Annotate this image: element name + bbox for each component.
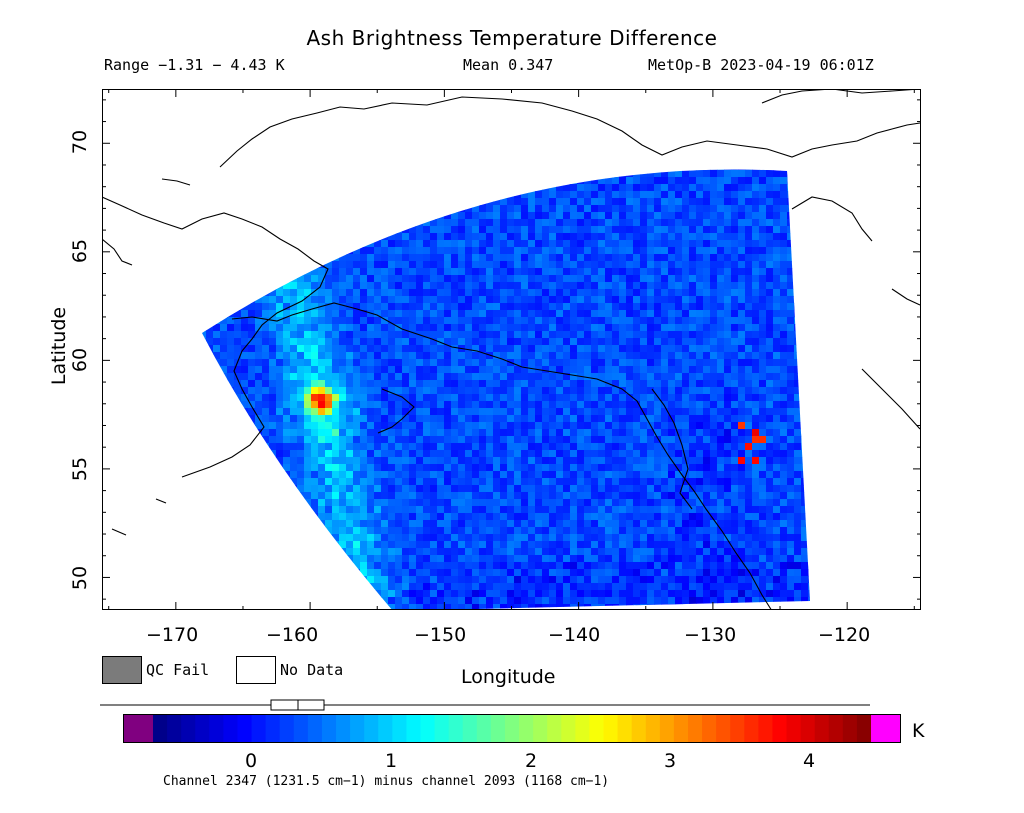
colorbar-cell <box>702 714 717 743</box>
colorbar-cell <box>434 714 450 743</box>
colorbar-cell <box>744 714 759 743</box>
colorbar-tick: 0 <box>245 750 258 772</box>
qc-fail-label: QC Fail <box>146 661 210 679</box>
colorbar-cell <box>307 714 323 743</box>
colorbar-cell <box>673 714 689 743</box>
colorbar-cell <box>448 714 464 743</box>
colorbar-cell <box>533 714 548 743</box>
no-data-label: No Data <box>280 661 344 679</box>
colorbar-cell <box>786 714 802 743</box>
mean-text: Mean 0.347 <box>463 56 554 74</box>
colorbar-cell <box>167 714 182 743</box>
y-axis-label: Latitude <box>48 306 71 386</box>
colorbar-cell <box>364 714 379 743</box>
colorbar-cell <box>772 714 788 743</box>
colorbar-cell <box>814 714 830 743</box>
colorbar-cell <box>462 714 478 743</box>
x-tick-label: −150 <box>414 624 467 646</box>
colorbar-cell <box>406 714 422 743</box>
colorbar-cell <box>856 714 872 743</box>
x-axis-label: Longitude <box>461 666 556 688</box>
colorbar-cell <box>265 714 281 743</box>
colorbar-cell <box>561 714 576 743</box>
colorbar-cell <box>378 714 393 743</box>
colorbar-cell <box>617 714 633 743</box>
colorbar-cell <box>645 714 661 743</box>
colorbar-cell <box>209 714 224 743</box>
colorbar-cell <box>828 714 844 743</box>
colorbar-cell <box>237 714 253 743</box>
colorbar-cell <box>589 714 605 743</box>
y-tick-label: 55 <box>69 456 92 482</box>
colorbar-cell <box>350 714 365 743</box>
x-tick-label: −120 <box>818 624 871 646</box>
x-tick-label: −130 <box>684 624 737 646</box>
colorbar-cell <box>181 714 196 743</box>
colorbar-unit: K <box>912 720 925 742</box>
colorbar-cells <box>153 714 872 743</box>
colorbar-tick: 3 <box>664 750 677 772</box>
colorbar-over <box>871 714 901 743</box>
colorbar-cell <box>687 714 703 743</box>
y-tick-marks <box>102 99 921 600</box>
swath-data <box>202 169 810 610</box>
colorbar-cell <box>336 714 351 743</box>
colorbar-cell <box>420 714 436 743</box>
colorbar-cell <box>659 714 675 743</box>
x-tick-marks <box>108 89 915 610</box>
colorbar <box>123 714 901 743</box>
colorbar-cell <box>476 714 492 743</box>
colorbar-cell <box>730 714 745 743</box>
map-plot <box>102 89 921 610</box>
colorbar-under <box>123 714 153 743</box>
satellite-timestamp: MetOp-B 2023-04-19 06:01Z <box>648 56 874 74</box>
colorbar-cell <box>716 714 731 743</box>
distribution-boxplot <box>100 699 870 711</box>
colorbar-cell <box>519 714 534 743</box>
colorbar-cell <box>251 714 267 743</box>
coastline <box>102 89 921 610</box>
x-tick-label: −160 <box>266 624 319 646</box>
colorbar-cell <box>758 714 774 743</box>
colorbar-cell <box>293 714 309 743</box>
y-tick-label: 65 <box>69 238 92 264</box>
colorbar-cell <box>223 714 239 743</box>
channel-caption: Channel 2347 (1231.5 cm−1) minus channel… <box>163 774 610 789</box>
colorbar-cell <box>631 714 647 743</box>
colorbar-cell <box>195 714 210 743</box>
colorbar-cell <box>504 714 520 743</box>
y-tick-label: 50 <box>69 565 92 591</box>
y-tick-label: 60 <box>69 347 92 373</box>
colorbar-tick: 1 <box>385 750 398 772</box>
colorbar-tick: 2 <box>525 750 538 772</box>
colorbar-cell <box>153 714 168 743</box>
colorbar-cell <box>321 714 337 743</box>
colorbar-tick: 4 <box>803 750 816 772</box>
colorbar-cell <box>279 714 295 743</box>
y-tick-label: 70 <box>69 129 92 155</box>
colorbar-cell <box>800 714 816 743</box>
colorbar-cell <box>547 714 562 743</box>
colorbar-cell <box>842 714 858 743</box>
colorbar-cell <box>575 714 591 743</box>
no-data-swatch <box>236 656 276 684</box>
chart-title: Ash Brightness Temperature Difference <box>306 26 718 50</box>
qc-fail-swatch <box>102 656 142 684</box>
colorbar-cell <box>392 714 408 743</box>
colorbar-cell <box>490 714 506 743</box>
colorbar-cell <box>603 714 619 743</box>
range-text: Range −1.31 − 4.43 K <box>104 56 285 74</box>
x-tick-label: −170 <box>146 624 199 646</box>
x-tick-label: −140 <box>548 624 601 646</box>
